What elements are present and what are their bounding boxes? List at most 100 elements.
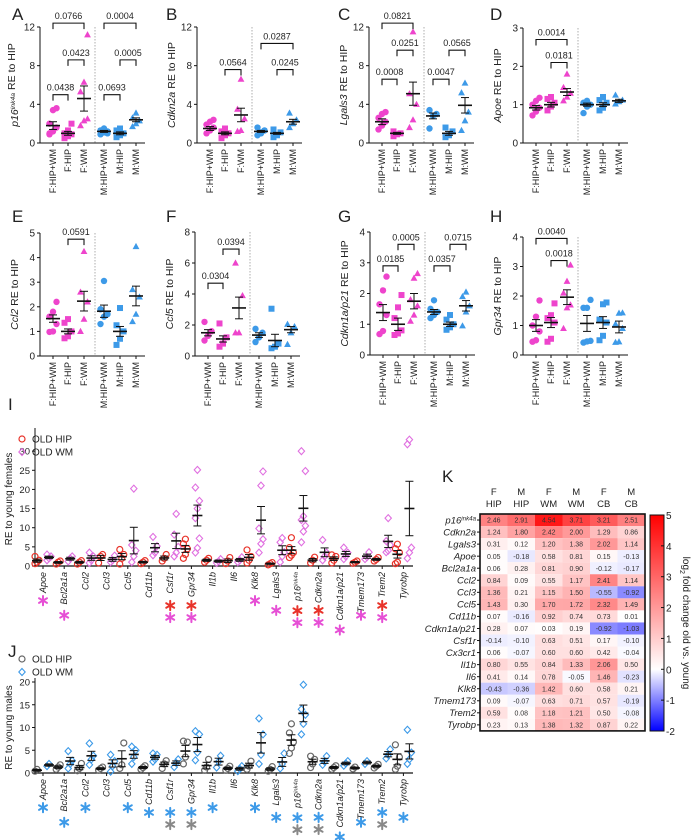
gene-name: Tmem173	[356, 779, 366, 820]
legend-label: OLD HIP	[32, 655, 72, 666]
data-point	[61, 319, 68, 326]
data-point	[85, 739, 94, 748]
data-point	[85, 760, 94, 770]
data-point	[398, 292, 405, 299]
gene-name: Gpr34	[186, 779, 196, 804]
heatmap-cell	[617, 658, 645, 671]
x-tick-label: Bcl2a1a	[59, 572, 69, 605]
y-tick-label: 20	[19, 678, 30, 689]
heatmap-cell	[480, 646, 508, 659]
cell-value: 0.06	[487, 650, 501, 657]
cell-value: -0.07	[513, 650, 529, 657]
row-label: Cdkn2a	[443, 527, 476, 538]
data-point	[129, 484, 138, 493]
heatmap-cell	[590, 526, 618, 539]
x-tick-label: Il6	[229, 572, 239, 582]
data-point	[179, 760, 187, 768]
cell-value: -0.92	[623, 590, 639, 597]
cell-value: 2.91	[514, 518, 528, 525]
data-point	[563, 70, 571, 77]
y-tick-label: 15	[19, 700, 30, 711]
data-point	[77, 327, 84, 334]
row-label: Bcl2a1a	[442, 564, 476, 575]
x-tick-label: F:HIP	[220, 149, 230, 172]
gene-name: p16	[292, 586, 302, 602]
cell-value: 0.74	[569, 614, 583, 621]
row-label: Ccl2	[457, 576, 477, 587]
y-tick-label: 8	[184, 228, 190, 239]
data-point	[127, 557, 136, 567]
heatmap-cell	[590, 706, 618, 719]
significance-star-icon	[165, 806, 176, 819]
data-point	[403, 725, 412, 735]
cell-value: 0.03	[542, 626, 556, 633]
data-point	[113, 134, 120, 141]
data-point	[201, 318, 208, 326]
heatmap-cell	[535, 646, 563, 659]
data-point	[254, 124, 261, 131]
data-point	[615, 338, 623, 345]
heatmap-cell	[590, 622, 618, 635]
data-point	[61, 335, 68, 342]
p-value-label: 0.0047	[427, 67, 455, 77]
heatmap-cell	[535, 670, 563, 683]
x-tick-label: M:HIP	[115, 362, 125, 387]
x-tick-label: M:WM	[614, 149, 624, 175]
x-tick-label: Ccl2	[80, 572, 90, 590]
data-point	[201, 337, 208, 344]
heatmap-cell	[480, 670, 508, 683]
significance-star-icon	[313, 823, 324, 835]
row-label: Il1b	[461, 660, 476, 671]
data-point	[212, 763, 221, 772]
data-point	[113, 341, 120, 348]
x-tick-label: F:WM	[79, 149, 89, 173]
x-tick-label: F:HIP+WM	[48, 362, 58, 406]
data-point	[106, 767, 115, 776]
data-point	[153, 750, 161, 760]
heatmap-frame	[479, 513, 646, 732]
data-point	[390, 128, 397, 135]
y-axis-label: Ccl2 RE to HIP	[9, 259, 21, 330]
cell-value: 0.84	[542, 662, 556, 669]
significance-star-icon	[334, 831, 345, 840]
data-point	[80, 78, 88, 85]
data-point	[195, 730, 204, 739]
data-point	[459, 322, 466, 329]
cell-value: 0.07	[514, 626, 528, 633]
data-point	[548, 94, 554, 100]
significance-star-icon	[292, 617, 303, 629]
heatmap-cell	[480, 682, 508, 695]
heatmap-cell	[590, 574, 618, 587]
data-point	[117, 125, 123, 132]
cell-value: -0.36	[513, 686, 529, 693]
data-point	[45, 759, 53, 769]
x-tick-label: F:HIP	[392, 149, 402, 172]
p-value-label: 0.0014	[538, 28, 566, 38]
x-tick-label: M:WM	[460, 149, 470, 175]
x-tick-label: Ccl3	[102, 572, 112, 590]
significance-bracket	[381, 78, 398, 86]
data-point	[257, 539, 265, 549]
data-point	[339, 554, 348, 564]
y-tick-label: 8	[358, 61, 364, 72]
column-header: M	[517, 487, 525, 498]
significance-bracket	[103, 22, 137, 30]
data-point	[104, 310, 111, 318]
panel-letter: B	[166, 5, 177, 24]
significance-star-icon	[377, 806, 388, 819]
data-point	[87, 755, 96, 764]
significance-star-icon	[186, 611, 197, 624]
data-point	[195, 534, 204, 543]
x-tick-label: Tmem173	[356, 779, 366, 820]
gene-name: Il6	[229, 572, 239, 582]
cell-value: 0.50	[597, 710, 611, 717]
cell-value: 1.50	[569, 590, 583, 597]
data-point	[612, 91, 619, 98]
y-tick-label: 8	[29, 61, 35, 72]
heatmap-cell	[617, 514, 645, 527]
significance-star-icon	[377, 599, 388, 612]
cell-value: 0.84	[487, 578, 501, 585]
data-point	[427, 305, 434, 313]
p-value-label: 0.0245	[271, 58, 299, 68]
